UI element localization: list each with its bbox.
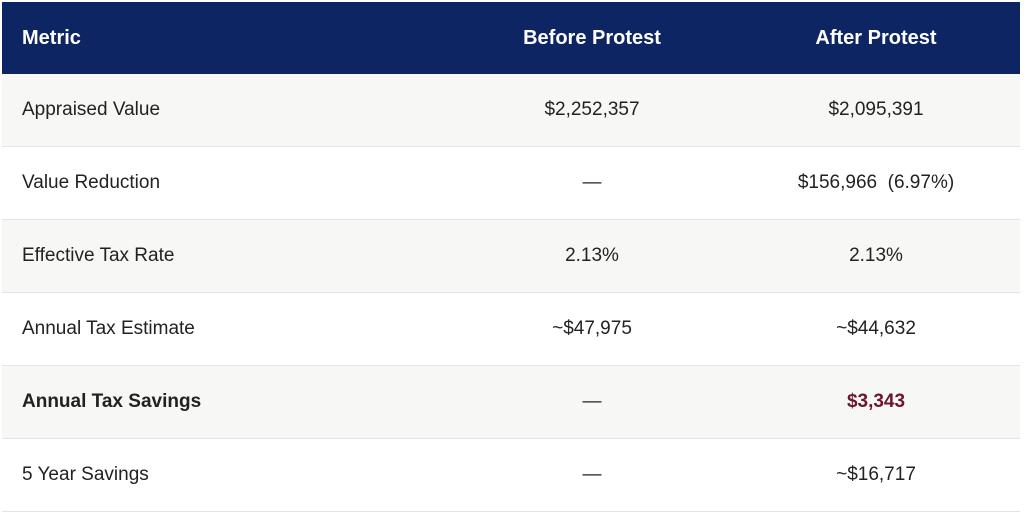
row-metric-label: Annual Tax Estimate	[22, 318, 195, 339]
row-metric-label: 5 Year Savings	[22, 464, 149, 485]
row-after-value: $156,966 (6.97%)	[797, 172, 955, 193]
table-row-savings: Annual Tax Savings — $3,343	[2, 366, 1020, 439]
row-metric-label: Annual Tax Savings	[22, 391, 202, 412]
row-metric-label: Appraised Value	[22, 99, 161, 120]
header-metric: Metric	[22, 26, 81, 49]
table-row: Annual Tax Estimate ~$47,975 ~$44,632	[2, 293, 1020, 366]
row-before-value: —	[582, 391, 602, 412]
row-metric-label: Value Reduction	[22, 172, 161, 193]
row-after-value: 2.13%	[849, 245, 903, 266]
table-row: 5 Year Savings — ~$16,717	[2, 439, 1020, 512]
row-after-value: $2,095,391	[828, 99, 924, 120]
row-after-value: ~$16,717	[836, 464, 916, 485]
header-after-protest: After Protest	[815, 26, 937, 49]
table-row: Effective Tax Rate 2.13% 2.13%	[2, 220, 1020, 293]
row-before-value: —	[582, 172, 602, 193]
table-header: Metric Before Protest After Protest	[2, 2, 1020, 74]
table-row: Value Reduction — $156,966 (6.97%)	[2, 147, 1020, 220]
row-before-value: —	[582, 464, 602, 485]
row-after-value: ~$44,632	[836, 318, 916, 339]
row-before-value: ~$47,975	[552, 318, 632, 339]
row-before-value: $2,252,357	[544, 99, 640, 120]
row-metric-label: Effective Tax Rate	[22, 245, 175, 266]
header-before-protest: Before Protest	[523, 26, 661, 49]
annual-savings-value: $3,343	[846, 391, 906, 412]
table-row: Appraised Value $2,252,357 $2,095,391	[2, 74, 1020, 147]
row-before-value: 2.13%	[565, 245, 619, 266]
